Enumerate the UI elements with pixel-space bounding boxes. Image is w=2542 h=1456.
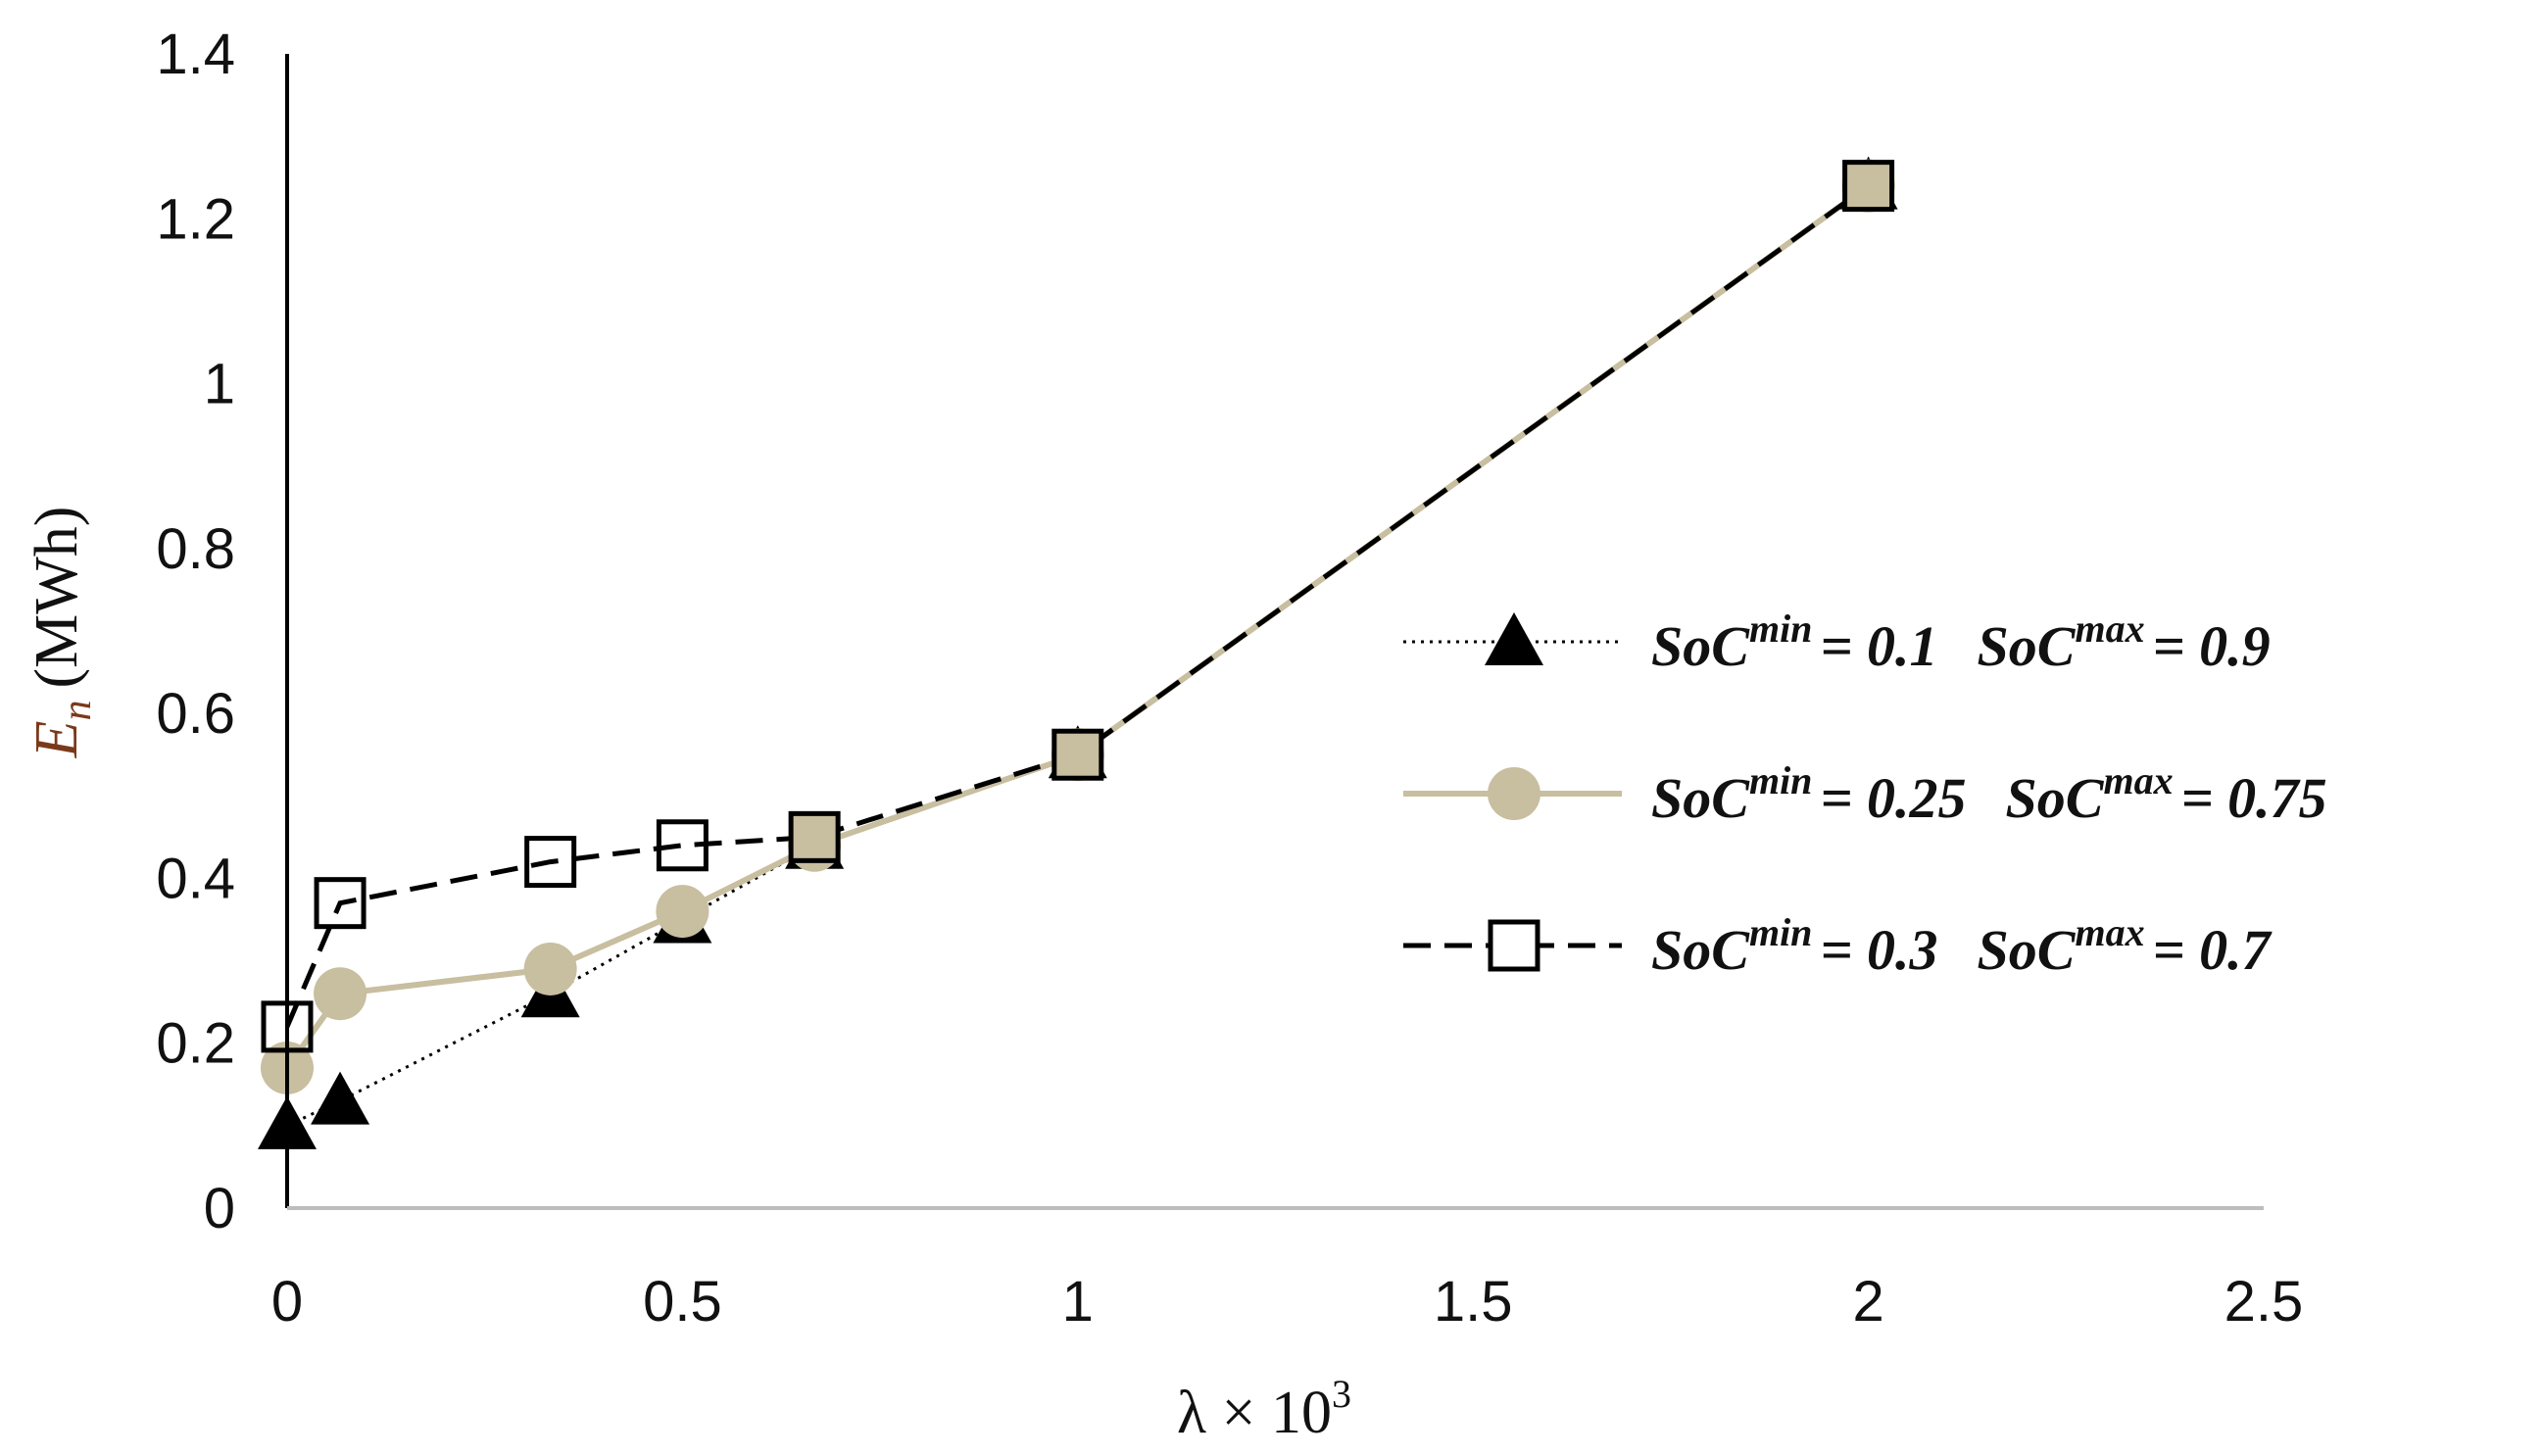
legend-min-val: = 0.25 bbox=[1820, 766, 1966, 830]
legend-min-sup: min bbox=[1749, 910, 1812, 954]
legend-min-text: SoC bbox=[1651, 918, 1750, 982]
x-axis-title: λ × 103 bbox=[1177, 1372, 1351, 1446]
x-tick-label: 0.5 bbox=[643, 1270, 722, 1334]
series-2-point bbox=[314, 967, 367, 1021]
y-tick-label: 0 bbox=[204, 1177, 235, 1240]
legend-min-val: = 0.3 bbox=[1820, 918, 1937, 982]
legend-min-text: SoC bbox=[1651, 614, 1750, 678]
y-tick-label: 1.4 bbox=[156, 23, 235, 86]
series-3-point bbox=[1842, 160, 1895, 213]
series-3-point bbox=[656, 819, 709, 872]
x-axis-title-sup: 3 bbox=[1332, 1372, 1351, 1416]
legend-max-val: = 0.75 bbox=[2181, 766, 2327, 830]
y-tick-label: 0.8 bbox=[156, 517, 235, 581]
legend-min-val: = 0.1 bbox=[1820, 614, 1937, 678]
legend-max-sup: max bbox=[2075, 607, 2144, 651]
series-line-1 bbox=[286, 184, 1870, 1128]
legend-marker bbox=[1485, 612, 1543, 665]
tick-labels: 0 0.5 1 1.5 2 2.5 0 0.2 0.4 0.6 0.8 1 1.2 1.4 bbox=[156, 23, 2303, 1334]
y-tick-label: 1.2 bbox=[156, 187, 235, 251]
x-tick-label: 1 bbox=[1062, 1270, 1094, 1334]
series-line-2 bbox=[284, 183, 1871, 1070]
x-tick-label: 2 bbox=[1852, 1270, 1883, 1334]
x-tick-label: 0 bbox=[271, 1270, 303, 1334]
x-tick-label: 2.5 bbox=[2224, 1270, 2304, 1334]
series-3-point bbox=[314, 877, 367, 930]
legend-max-text: SoC bbox=[1978, 918, 2077, 982]
x-axis-title-main: λ × 10 bbox=[1177, 1380, 1332, 1446]
legend-min-sup: min bbox=[1749, 758, 1812, 802]
series-3-point bbox=[1051, 728, 1104, 781]
legend-item-2: SoCmin = 0.25 SoCmax = 0.75 bbox=[1403, 758, 2327, 830]
legend-item-3: SoCmin = 0.3 SoCmax = 0.7 bbox=[1403, 910, 2273, 982]
y-tick-label: 0.4 bbox=[156, 847, 235, 910]
legend-item-1: SoCmin = 0.1 SoCmax = 0.9 bbox=[1403, 607, 2271, 678]
y-tick-label: 0.6 bbox=[156, 682, 235, 746]
series-3-point bbox=[788, 810, 841, 863]
y-tick-label: 1 bbox=[204, 353, 235, 416]
legend-max-text: SoC bbox=[2006, 766, 2105, 830]
legend-label: SoCmin = 0.1 SoCmax = 0.9 bbox=[1651, 607, 2271, 678]
series-2-point bbox=[656, 885, 709, 939]
legend-max-sup: max bbox=[2103, 758, 2173, 802]
legend-marker bbox=[1488, 767, 1540, 820]
y-tick-label: 0.2 bbox=[156, 1012, 235, 1076]
legend-marker bbox=[1488, 919, 1540, 972]
y-axis-title: En (MWh) bbox=[24, 507, 100, 759]
y-axis-title-sub: n bbox=[55, 701, 100, 721]
y-axis-title-unit: (MWh) bbox=[24, 507, 90, 689]
series-2-point bbox=[523, 942, 577, 995]
legend-label: SoCmin = 0.25 SoCmax = 0.75 bbox=[1651, 758, 2327, 830]
legend-max-val: = 0.7 bbox=[2153, 918, 2273, 982]
plot-area bbox=[258, 156, 1898, 1149]
legend-max-val: = 0.9 bbox=[2153, 614, 2271, 678]
legend-min-text: SoC bbox=[1651, 766, 1750, 830]
series-3-point bbox=[524, 836, 577, 889]
x-tick-label: 1.5 bbox=[1434, 1270, 1513, 1334]
legend-max-text: SoC bbox=[1978, 614, 2077, 678]
legend-max-sup: max bbox=[2075, 910, 2144, 954]
legend-min-sup: min bbox=[1749, 607, 1812, 651]
legend-label: SoCmin = 0.3 SoCmax = 0.7 bbox=[1651, 910, 2273, 982]
y-axis-title-main: E bbox=[24, 721, 90, 759]
series-line-3 bbox=[284, 183, 1871, 1028]
series-1-point bbox=[311, 1071, 370, 1125]
